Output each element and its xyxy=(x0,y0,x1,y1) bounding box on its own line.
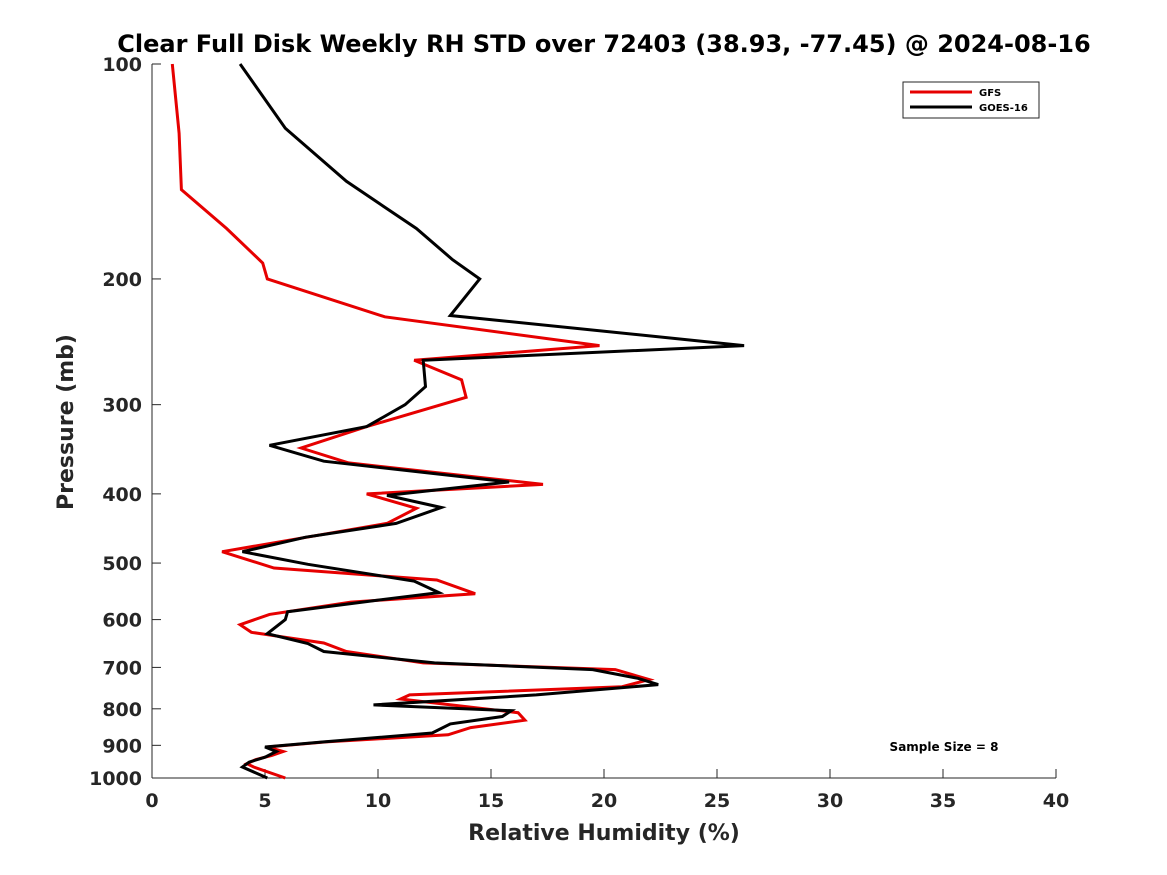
y-tick-label: 400 xyxy=(102,484,142,506)
series-line-gfs xyxy=(170,63,655,780)
x-tick-label: 30 xyxy=(817,790,843,812)
y-tick-label: 1000 xyxy=(89,768,142,790)
x-tick-label: 5 xyxy=(258,790,271,812)
y-tick-label: 300 xyxy=(102,395,142,417)
x-tick-label: 10 xyxy=(365,790,391,812)
y-axis-label: Pressure (mb) xyxy=(54,334,79,510)
series-line-goes-16 xyxy=(238,63,745,780)
chart-title: Clear Full Disk Weekly RH STD over 72403… xyxy=(117,30,1090,58)
legend-label-gfs: GFS xyxy=(979,88,1001,99)
x-tick-label: 40 xyxy=(1043,790,1069,812)
x-tick-label: 15 xyxy=(478,790,504,812)
y-tick-label: 700 xyxy=(102,657,142,679)
series-layer xyxy=(170,63,745,780)
axes: 0 5 10 15 20 25 30 35 40 100 200 300 400 500 600 700 800… xyxy=(89,54,1069,812)
y-tick-label: 900 xyxy=(102,735,142,757)
x-tick-label: 25 xyxy=(704,790,730,812)
x-tick-label: 0 xyxy=(145,790,158,812)
sample-size-annotation: Sample Size = 8 xyxy=(890,740,999,754)
y-tick-label: 800 xyxy=(102,699,142,721)
legend-label-goes-16: GOES-16 xyxy=(979,103,1028,114)
y-tick-label: 200 xyxy=(102,269,142,291)
legend: GFS GOES-16 xyxy=(902,81,1040,119)
x-tick-label: 35 xyxy=(930,790,956,812)
legend-box xyxy=(902,81,1040,119)
y-tick-label: 100 xyxy=(102,54,142,76)
y-tick-label: 600 xyxy=(102,610,142,632)
x-tick-label: 20 xyxy=(591,790,617,812)
x-axis-label: Relative Humidity (%) xyxy=(468,821,740,846)
y-tick-label: 500 xyxy=(102,553,142,575)
